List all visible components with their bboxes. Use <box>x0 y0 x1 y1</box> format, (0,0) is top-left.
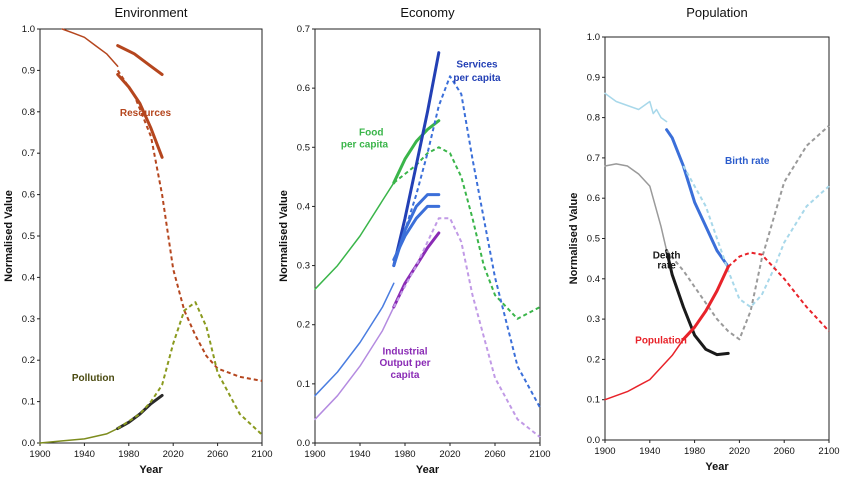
x-tick-label: 1980 <box>394 449 415 460</box>
series-annotation: Population <box>635 335 687 346</box>
series-annotation: Pollution <box>72 373 115 384</box>
chart-title: Population <box>686 5 747 20</box>
y-tick-label: 1.0 <box>587 32 600 43</box>
x-tick-label: 2020 <box>439 449 460 460</box>
x-tick-label: 1900 <box>304 449 325 460</box>
x-axis-label: Year <box>416 464 440 476</box>
y-tick-label: 0.7 <box>297 24 310 35</box>
series-line <box>392 119 441 185</box>
x-tick-label: 2060 <box>484 449 505 460</box>
x-tick-label: 2060 <box>207 449 228 460</box>
series-line <box>314 282 395 397</box>
panel-economy: Economy Year Normalised Value 1900 1940 1980 2… <box>278 5 551 476</box>
series-annotation: Food <box>359 127 383 138</box>
y-axis-label: Normalised Value <box>568 193 580 285</box>
y-tick-label: 0.2 <box>22 355 35 366</box>
y-axis-label: Normalised Value <box>278 190 290 282</box>
y-tick-label: 0.7 <box>587 153 600 164</box>
x-tick-label: 2020 <box>729 446 750 457</box>
y-tick-label: 0.8 <box>587 113 600 124</box>
series-annotation: capita <box>391 370 420 381</box>
x-tick-label: 1940 <box>74 449 95 460</box>
plot-frame <box>314 28 541 444</box>
series-line <box>314 182 395 290</box>
y-tick-label: 0.3 <box>22 314 35 325</box>
y-tick-label: 0.6 <box>587 193 600 204</box>
series-line <box>116 69 263 382</box>
y-tick-label: 0.3 <box>297 261 310 272</box>
x-tick-label: 2020 <box>163 449 184 460</box>
x-axis-label: Year <box>705 461 729 473</box>
series-line <box>392 51 441 268</box>
series-line <box>665 249 730 357</box>
panel-environment: Environment Year Normalised Value 1900 1940 1… <box>3 5 273 476</box>
y-tick-label: 0.7 <box>22 148 35 159</box>
y-tick-label: 0.4 <box>22 272 35 283</box>
series-annotation: per capita <box>341 139 389 150</box>
x-tick-label: 2100 <box>818 446 839 457</box>
series-line <box>665 128 730 269</box>
y-tick-label: 0.0 <box>297 438 310 449</box>
y-tick-label: 0.9 <box>587 72 600 83</box>
y-tick-label: 0.8 <box>22 107 35 118</box>
y-tick-label: 0.9 <box>22 65 35 76</box>
series-annotation: Output per <box>379 358 430 369</box>
x-tick-label: 1900 <box>594 446 615 457</box>
x-tick-label: 1940 <box>639 446 660 457</box>
y-tick-label: 0.1 <box>297 379 310 390</box>
series-line <box>682 165 830 308</box>
y-axis-label: Normalised Value <box>3 190 15 282</box>
y-tick-label: 0.4 <box>587 274 600 285</box>
series-line <box>392 217 541 438</box>
y-tick-label: 1.0 <box>22 24 35 35</box>
series-annotation: Industrial <box>382 346 427 357</box>
y-tick-label: 0.5 <box>587 234 600 245</box>
series-line <box>665 124 830 341</box>
y-tick-label: 0.0 <box>587 435 600 446</box>
series-annotation: Birth rate <box>725 156 770 167</box>
y-tick-label: 0.1 <box>587 395 600 406</box>
y-tick-label: 0.6 <box>22 190 35 201</box>
series-line <box>604 92 668 123</box>
series-annotation: Services <box>456 59 498 70</box>
y-tick-label: 0.4 <box>297 201 310 212</box>
x-axis-label: Year <box>139 464 163 476</box>
y-tick-label: 0.2 <box>297 320 310 331</box>
series-annotation: Death <box>653 251 681 262</box>
series-line <box>604 163 668 252</box>
series-line <box>116 44 164 76</box>
chart-title: Environment <box>115 5 188 20</box>
series-annotation: Resources <box>120 108 172 119</box>
series-line <box>604 338 685 401</box>
series-line <box>61 28 119 68</box>
y-tick-label: 0.5 <box>297 142 310 153</box>
y-tick-label: 0.5 <box>22 231 35 242</box>
x-tick-label: 2100 <box>529 449 550 460</box>
series-line <box>392 75 541 408</box>
x-tick-label: 2100 <box>251 449 272 460</box>
x-tick-label: 1980 <box>684 446 705 457</box>
x-tick-label: 2060 <box>774 446 795 457</box>
y-tick-label: 0.3 <box>587 314 600 325</box>
series-line <box>314 306 395 421</box>
x-tick-label: 1940 <box>349 449 370 460</box>
series-line <box>117 301 263 436</box>
series-line <box>681 265 730 341</box>
y-tick-label: 0.1 <box>22 397 35 408</box>
series-line <box>39 427 119 444</box>
series-annotation: per capita <box>453 73 501 84</box>
y-tick-label: 0.2 <box>587 354 600 365</box>
series-line <box>392 204 441 262</box>
panel-population: Population Year Normalised Value 1900 1940 19… <box>568 5 840 473</box>
series-annotation: rate <box>657 261 676 272</box>
x-tick-label: 1980 <box>118 449 139 460</box>
chart-title: Economy <box>400 5 455 20</box>
x-tick-label: 1900 <box>29 449 50 460</box>
y-tick-label: 0.0 <box>22 438 35 449</box>
y-tick-label: 0.6 <box>297 83 310 94</box>
series-line <box>727 251 830 332</box>
